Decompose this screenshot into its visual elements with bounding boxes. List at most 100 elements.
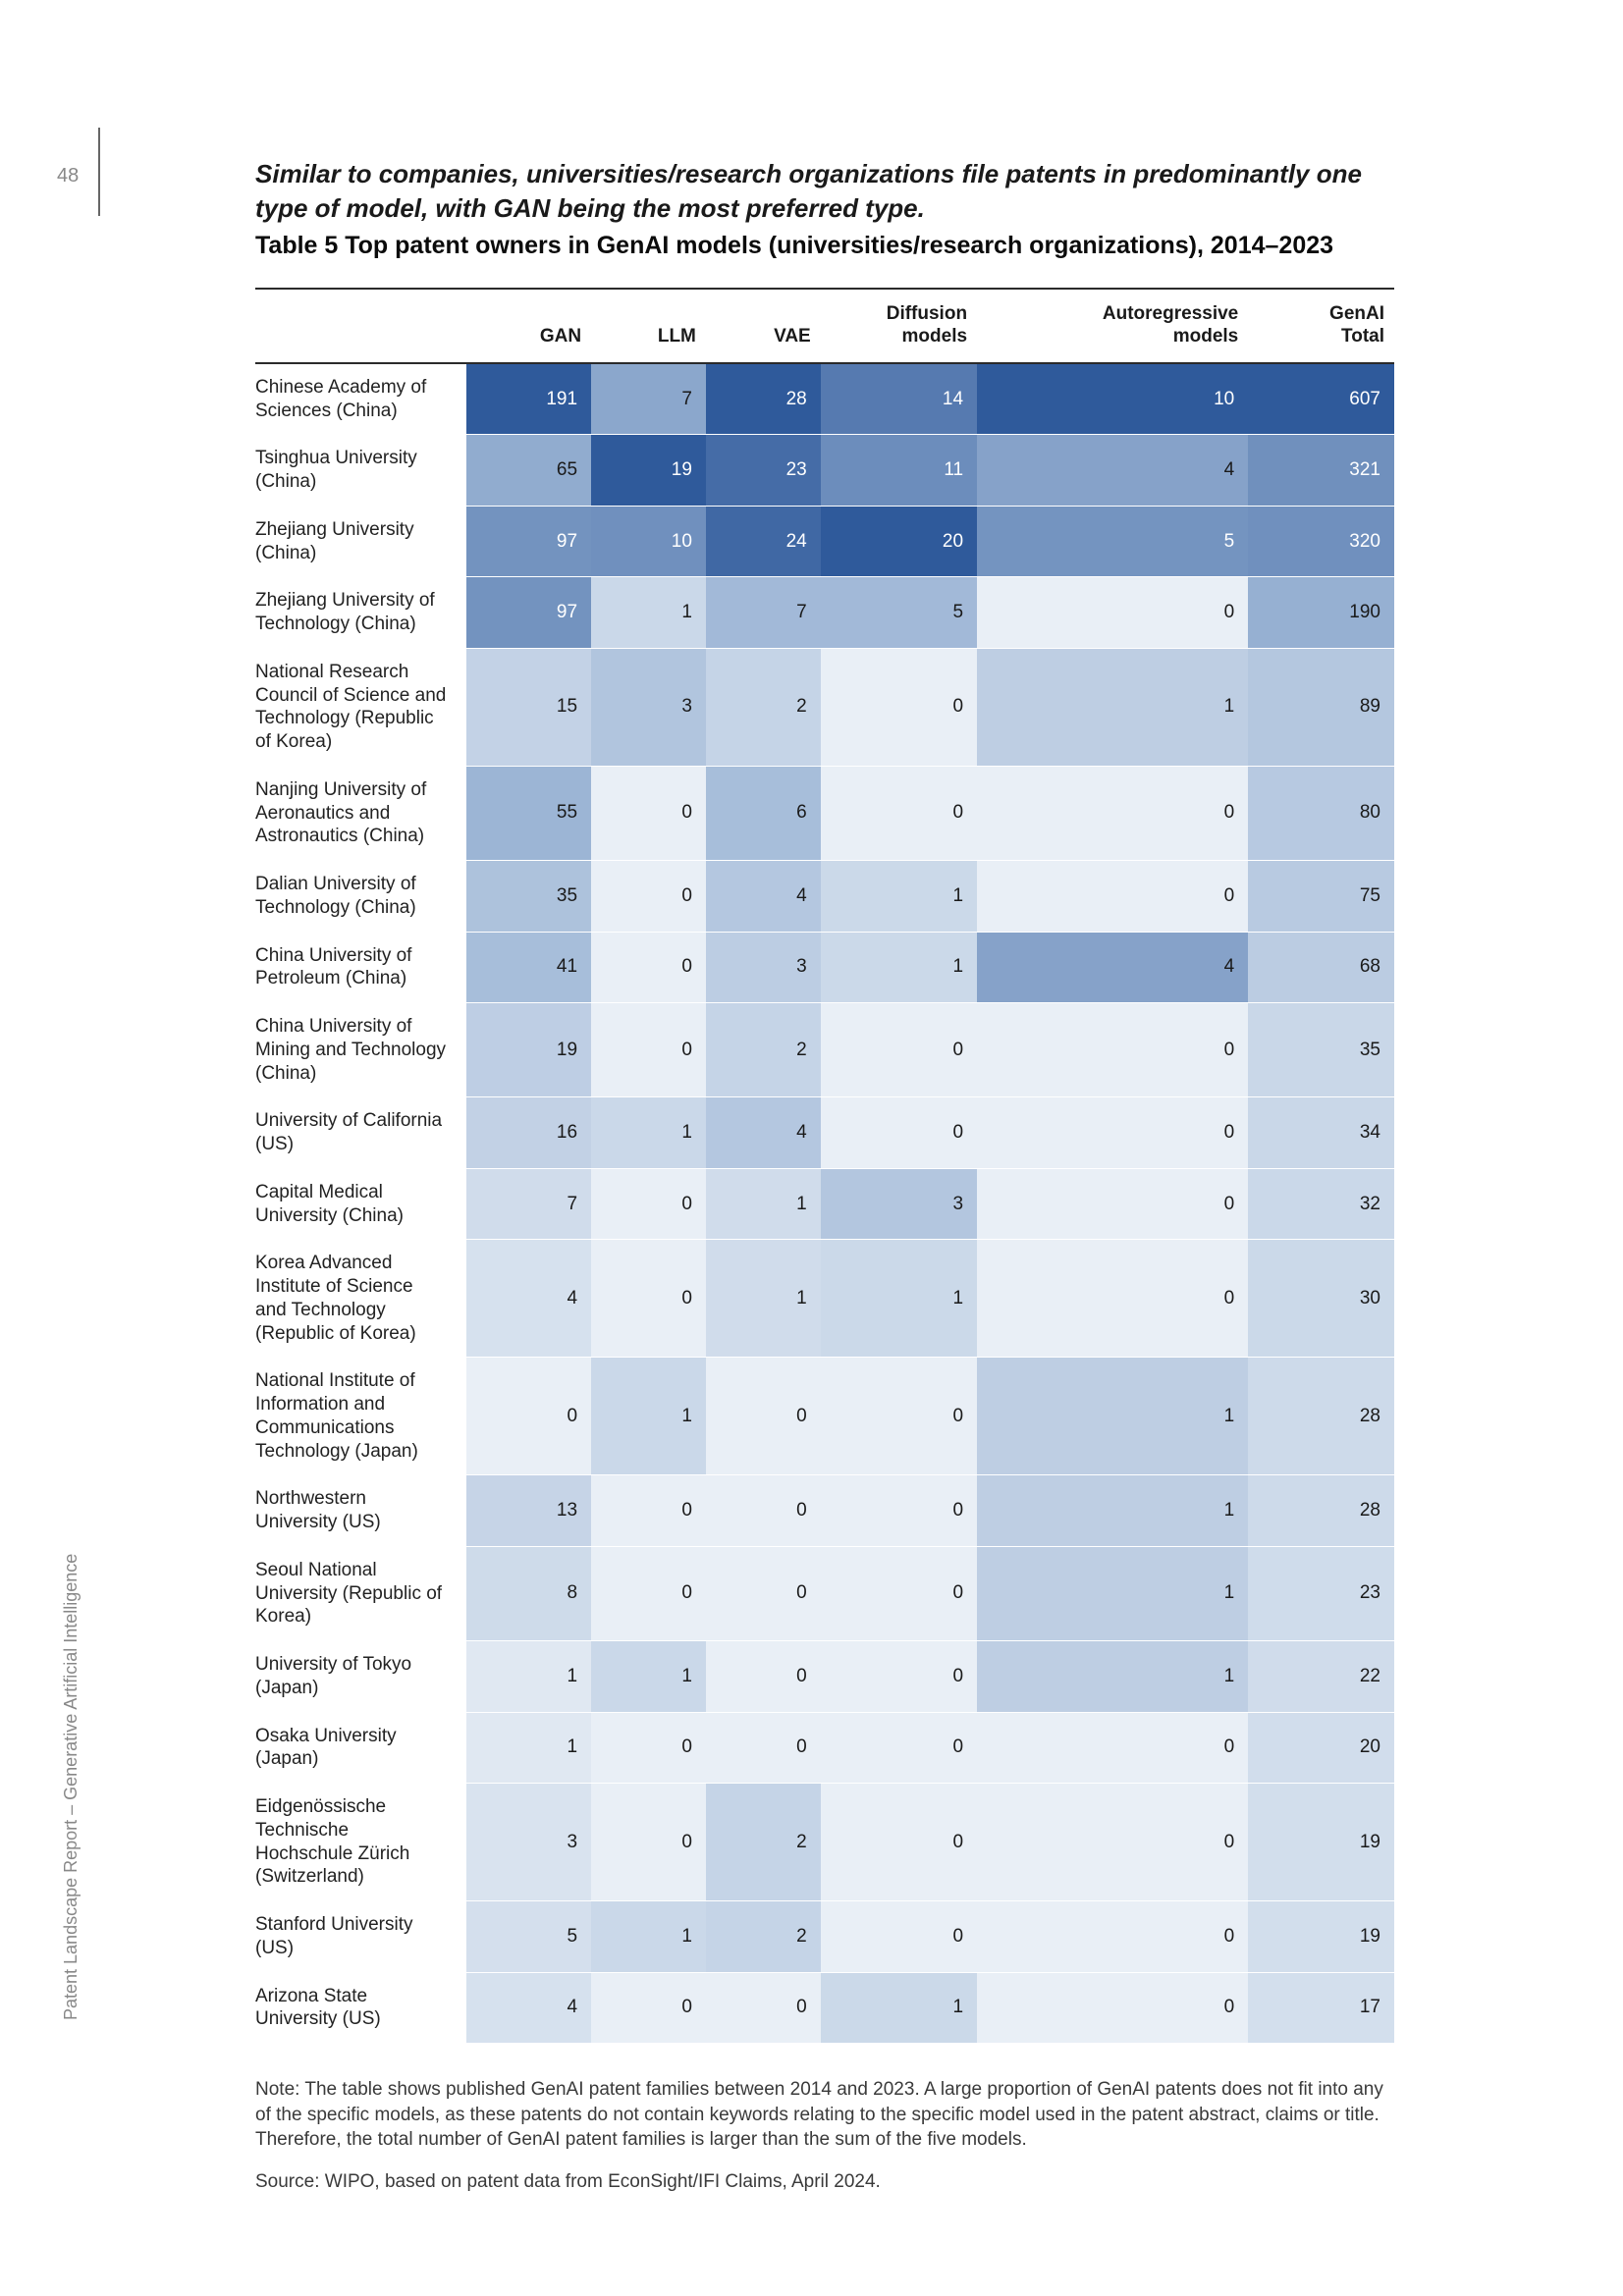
cell-vae: 0: [706, 1972, 821, 2044]
cell-llm: 1: [591, 1358, 706, 1475]
cell-llm: 10: [591, 506, 706, 577]
cell-diff: 0: [821, 1358, 977, 1475]
cell-ar: 0: [977, 861, 1248, 933]
cell-vae: 0: [706, 1641, 821, 1713]
header-autoregressive: Autoregressivemodels: [977, 289, 1248, 363]
cell-diff: 0: [821, 1475, 977, 1547]
row-label: Nanjing University of Aeronautics and As…: [255, 766, 466, 860]
cell-ar: 1: [977, 1358, 1248, 1475]
cell-total: 22: [1248, 1641, 1394, 1713]
cell-gan: 8: [466, 1546, 591, 1640]
table-row: Stanford University (US)5120019: [255, 1901, 1394, 1973]
row-label: Eidgenössische Technische Hochschule Zür…: [255, 1784, 466, 1901]
table-row: China University of Petroleum (China)410…: [255, 932, 1394, 1003]
cell-vae: 1: [706, 1168, 821, 1240]
cell-llm: 0: [591, 1240, 706, 1358]
table-row: Dalian University of Technology (China)3…: [255, 861, 1394, 933]
cell-llm: 1: [591, 1641, 706, 1713]
cell-llm: 0: [591, 861, 706, 933]
table-row: Capital Medical University (China)701303…: [255, 1168, 1394, 1240]
row-label: Stanford University (US): [255, 1901, 466, 1973]
cell-gan: 7: [466, 1168, 591, 1240]
cell-total: 320: [1248, 506, 1394, 577]
row-label: Zhejiang University of Technology (China…: [255, 577, 466, 649]
table-row: Eidgenössische Technische Hochschule Zür…: [255, 1784, 1394, 1901]
table-body: Chinese Academy of Sciences (China)19172…: [255, 363, 1394, 2044]
table-row: China University of Mining and Technolog…: [255, 1003, 1394, 1097]
cell-total: 23: [1248, 1546, 1394, 1640]
cell-llm: 0: [591, 1475, 706, 1547]
row-label: China University of Petroleum (China): [255, 932, 466, 1003]
cell-gan: 4: [466, 1972, 591, 2044]
cell-vae: 1: [706, 1240, 821, 1358]
table-row: University of California (US)16140034: [255, 1097, 1394, 1169]
cell-vae: 2: [706, 1003, 821, 1097]
cell-total: 75: [1248, 861, 1394, 933]
cell-llm: 19: [591, 435, 706, 507]
row-label: Korea Advanced Institute of Science and …: [255, 1240, 466, 1358]
row-label: University of California (US): [255, 1097, 466, 1169]
header-diffusion: Diffusionmodels: [821, 289, 977, 363]
cell-ar: 0: [977, 1972, 1248, 2044]
cell-diff: 0: [821, 1784, 977, 1901]
cell-gan: 55: [466, 766, 591, 860]
header-total: GenAITotal: [1248, 289, 1394, 363]
cell-llm: 0: [591, 766, 706, 860]
cell-ar: 0: [977, 1240, 1248, 1358]
cell-ar: 1: [977, 648, 1248, 766]
row-label: China University of Mining and Technolog…: [255, 1003, 466, 1097]
table-title: Table 5 Top patent owners in GenAI model…: [255, 232, 1486, 260]
table-row: Zhejiang University of Technology (China…: [255, 577, 1394, 649]
cell-total: 19: [1248, 1784, 1394, 1901]
table-row: Nanjing University of Aeronautics and As…: [255, 766, 1394, 860]
cell-total: 34: [1248, 1097, 1394, 1169]
table-note: Note: The table shows published GenAI pa…: [255, 2077, 1394, 2153]
cell-gan: 1: [466, 1712, 591, 1784]
cell-vae: 0: [706, 1475, 821, 1547]
cell-ar: 1: [977, 1641, 1248, 1713]
cell-llm: 1: [591, 577, 706, 649]
cell-gan: 0: [466, 1358, 591, 1475]
cell-diff: 0: [821, 1641, 977, 1713]
cell-ar: 0: [977, 1901, 1248, 1973]
cell-total: 28: [1248, 1358, 1394, 1475]
cell-gan: 191: [466, 363, 591, 435]
cell-gan: 13: [466, 1475, 591, 1547]
cell-diff: 20: [821, 506, 977, 577]
row-label: Arizona State University (US): [255, 1972, 466, 2044]
cell-vae: 0: [706, 1358, 821, 1475]
header-gan: GAN: [466, 289, 591, 363]
row-label: Capital Medical University (China): [255, 1168, 466, 1240]
cell-total: 321: [1248, 435, 1394, 507]
cell-vae: 24: [706, 506, 821, 577]
cell-ar: 10: [977, 363, 1248, 435]
cell-ar: 0: [977, 1712, 1248, 1784]
cell-total: 190: [1248, 577, 1394, 649]
cell-gan: 16: [466, 1097, 591, 1169]
cell-gan: 4: [466, 1240, 591, 1358]
cell-ar: 1: [977, 1546, 1248, 1640]
table-header: GAN LLM VAE Diffusionmodels Autoregressi…: [255, 289, 1394, 363]
cell-diff: 3: [821, 1168, 977, 1240]
table-row: National Research Council of Science and…: [255, 648, 1394, 766]
cell-gan: 41: [466, 932, 591, 1003]
row-label: Dalian University of Technology (China): [255, 861, 466, 933]
cell-vae: 2: [706, 1901, 821, 1973]
cell-ar: 0: [977, 577, 1248, 649]
table-row: Osaka University (Japan)1000020: [255, 1712, 1394, 1784]
cell-llm: 0: [591, 932, 706, 1003]
cell-total: 35: [1248, 1003, 1394, 1097]
cell-ar: 0: [977, 1168, 1248, 1240]
cell-vae: 2: [706, 1784, 821, 1901]
cell-llm: 7: [591, 363, 706, 435]
row-label: Seoul National University (Republic of K…: [255, 1546, 466, 1640]
cell-diff: 0: [821, 766, 977, 860]
intro-text: Similar to companies, universities/resea…: [255, 157, 1404, 226]
table-row: Zhejiang University (China)971024205320: [255, 506, 1394, 577]
cell-total: 30: [1248, 1240, 1394, 1358]
table-row: Northwestern University (US)13000128: [255, 1475, 1394, 1547]
cell-gan: 5: [466, 1901, 591, 1973]
cell-total: 89: [1248, 648, 1394, 766]
page-number-rule: [98, 128, 100, 216]
patent-owners-table: GAN LLM VAE Diffusionmodels Autoregressi…: [255, 288, 1394, 2044]
